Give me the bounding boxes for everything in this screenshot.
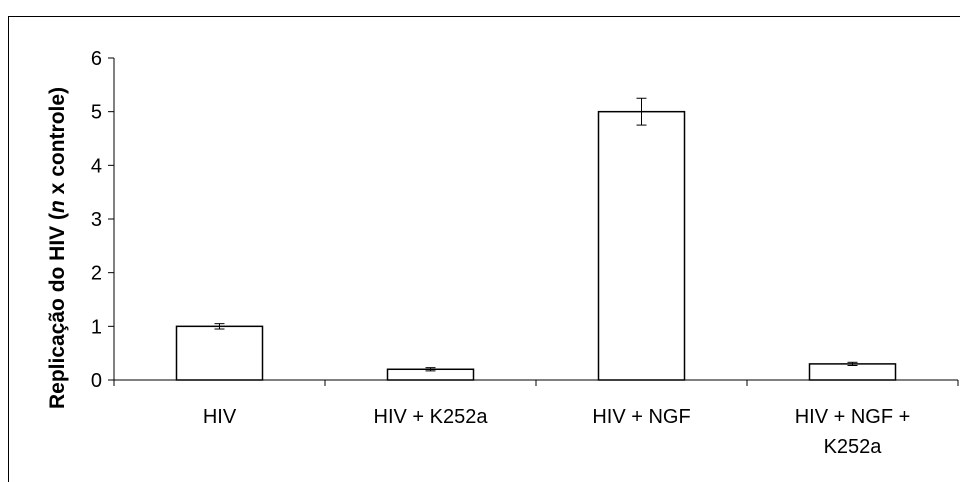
bars: [175, 97, 897, 381]
y-tick-label: 0: [91, 370, 102, 392]
labels: 0 1 2 3 4 5 6 HIV HIV + K252a HIV + NGF HIV + NGF …: [91, 48, 910, 458]
y-axis-title-italic: n: [46, 200, 69, 213]
x-category-label: HIV + NGF +: [795, 406, 911, 428]
y-tick-label: 4: [91, 155, 102, 177]
svg-text:Replicação do HIV (n x control: Replicação do HIV (n x controle): [46, 87, 69, 409]
x-category-label: K252a: [824, 436, 883, 458]
y-tick-label: 3: [91, 209, 102, 231]
x-category-label: HIV + K252a: [374, 406, 489, 428]
x-category-label: HIV: [203, 406, 237, 428]
y-axis-title-pre: Replicação do HIV (: [46, 213, 69, 409]
bar: [597, 110, 686, 381]
bar: [175, 325, 264, 381]
chart-frame: [8, 16, 960, 482]
y-axis-title: Replicação do HIV (n x controle): [46, 87, 69, 409]
y-axis-title-post: x controle): [46, 87, 69, 200]
bar: [808, 363, 897, 381]
y-tick-label: 5: [91, 102, 102, 124]
y-tick-label: 1: [91, 316, 102, 338]
y-tick-label: 2: [91, 263, 102, 285]
y-tick-label: 6: [91, 48, 102, 70]
x-category-label: HIV + NGF: [592, 406, 690, 428]
